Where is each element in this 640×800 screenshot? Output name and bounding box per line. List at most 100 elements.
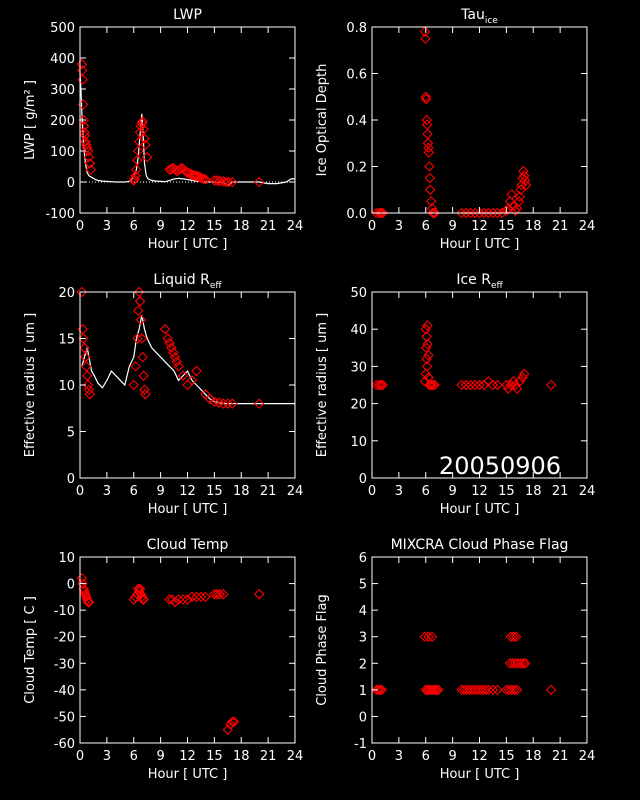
panel-title: LWP	[173, 7, 202, 23]
data-point	[496, 207, 508, 219]
x-tick-label: 24	[579, 219, 596, 234]
x-tick-label: 3	[103, 749, 111, 764]
data-point	[128, 379, 140, 391]
data-point	[501, 205, 512, 216]
x-axis-label: Hour [ UTC ]	[148, 767, 228, 782]
y-tick-label: 300	[50, 83, 75, 98]
data-point	[545, 379, 557, 391]
data-point	[138, 594, 149, 605]
data-point	[514, 376, 526, 387]
y-tick-label: 5	[67, 426, 75, 441]
x-tick-label: 24	[287, 484, 304, 499]
y-tick-label: -50	[54, 710, 75, 725]
data-point	[222, 398, 234, 409]
y-tick-label: 2	[359, 657, 367, 672]
data-point	[429, 379, 440, 391]
x-tick-label: 9	[156, 749, 164, 764]
data-point	[132, 145, 144, 157]
y-axis-label: Cloud Temp [ C ]	[23, 596, 38, 704]
y-tick-label: 0.6	[346, 68, 367, 83]
data-point	[166, 163, 177, 175]
data-point	[135, 588, 147, 600]
data-point	[82, 145, 94, 157]
data-point	[373, 207, 385, 219]
data-point	[169, 596, 181, 608]
panel-3: Liquid Reff 0 3 6 9 12 15 18 21 24 0 5 10 15 20 Hour [ …	[23, 272, 303, 517]
data-point	[372, 684, 384, 696]
data-point	[501, 379, 512, 391]
x-axis-label: Hour [ UTC ]	[440, 767, 520, 782]
data-point	[506, 684, 518, 696]
x-tick-label: 15	[498, 219, 515, 234]
x-tick-label: 21	[260, 749, 277, 764]
x-tick-label: 21	[260, 484, 277, 499]
x-tick-label: 18	[233, 484, 250, 499]
data-point	[209, 588, 220, 600]
data-point	[129, 173, 140, 185]
data-point	[132, 155, 143, 166]
data-point	[186, 591, 198, 603]
data-point	[419, 26, 431, 37]
data-point	[421, 353, 432, 365]
panel-title: MIXCRA Cloud Phase Flag	[391, 537, 569, 553]
x-tick-label: 0	[76, 749, 84, 764]
x-tick-label: 3	[103, 219, 111, 234]
data-point	[427, 207, 439, 219]
y-tick-label: 20	[350, 398, 367, 413]
data-point	[83, 384, 95, 395]
data-point	[80, 588, 91, 600]
y-axis-label: Effective radius [ um ]	[315, 313, 330, 457]
x-tick-label: 3	[103, 484, 111, 499]
x-tick-label: 12	[471, 749, 488, 764]
x-tick-label: 15	[498, 749, 515, 764]
data-point	[420, 33, 431, 44]
data-point	[132, 583, 144, 595]
axes-frame	[371, 556, 588, 744]
data-point	[191, 365, 202, 377]
data-point	[227, 176, 238, 188]
data-point	[166, 342, 177, 354]
data-point	[421, 361, 433, 372]
x-tick-label: 6	[130, 749, 138, 764]
data-point	[227, 716, 238, 728]
date-stamp: 20050906	[439, 452, 561, 480]
data-point	[465, 207, 476, 219]
data-point	[81, 594, 93, 605]
data-point	[131, 164, 142, 175]
data-point	[505, 631, 517, 642]
data-point	[375, 207, 387, 219]
data-point	[132, 305, 144, 316]
y-tick-label: -60	[54, 737, 75, 752]
panel-title: Cloud Temp	[147, 537, 229, 553]
data-point	[429, 207, 440, 219]
data-point	[423, 631, 434, 642]
x-tick-label: 21	[552, 484, 569, 499]
y-tick-label: -10	[54, 604, 75, 619]
data-point	[177, 370, 189, 381]
data-point	[427, 379, 439, 391]
x-tick-label: 21	[260, 219, 277, 234]
y-tick-label: 1	[359, 684, 367, 699]
data-point	[169, 351, 181, 363]
data-point	[545, 684, 557, 696]
data-point	[138, 124, 149, 135]
data-point	[474, 207, 485, 219]
model-line	[81, 315, 295, 405]
data-point	[83, 151, 95, 163]
data-point	[425, 379, 437, 391]
x-tick-label: 6	[422, 484, 430, 499]
y-tick-label: 0.4	[346, 114, 367, 129]
x-tick-label: 18	[525, 219, 542, 234]
data-point	[159, 323, 171, 335]
data-point	[200, 591, 211, 603]
data-point	[422, 128, 433, 140]
data-point	[420, 368, 432, 380]
x-tick-label: 12	[471, 219, 488, 234]
x-tick-label: 12	[471, 484, 488, 499]
data-point	[423, 142, 434, 154]
data-point	[502, 383, 514, 394]
data-point	[422, 137, 434, 149]
data-point	[423, 349, 434, 361]
data-point	[487, 207, 499, 219]
